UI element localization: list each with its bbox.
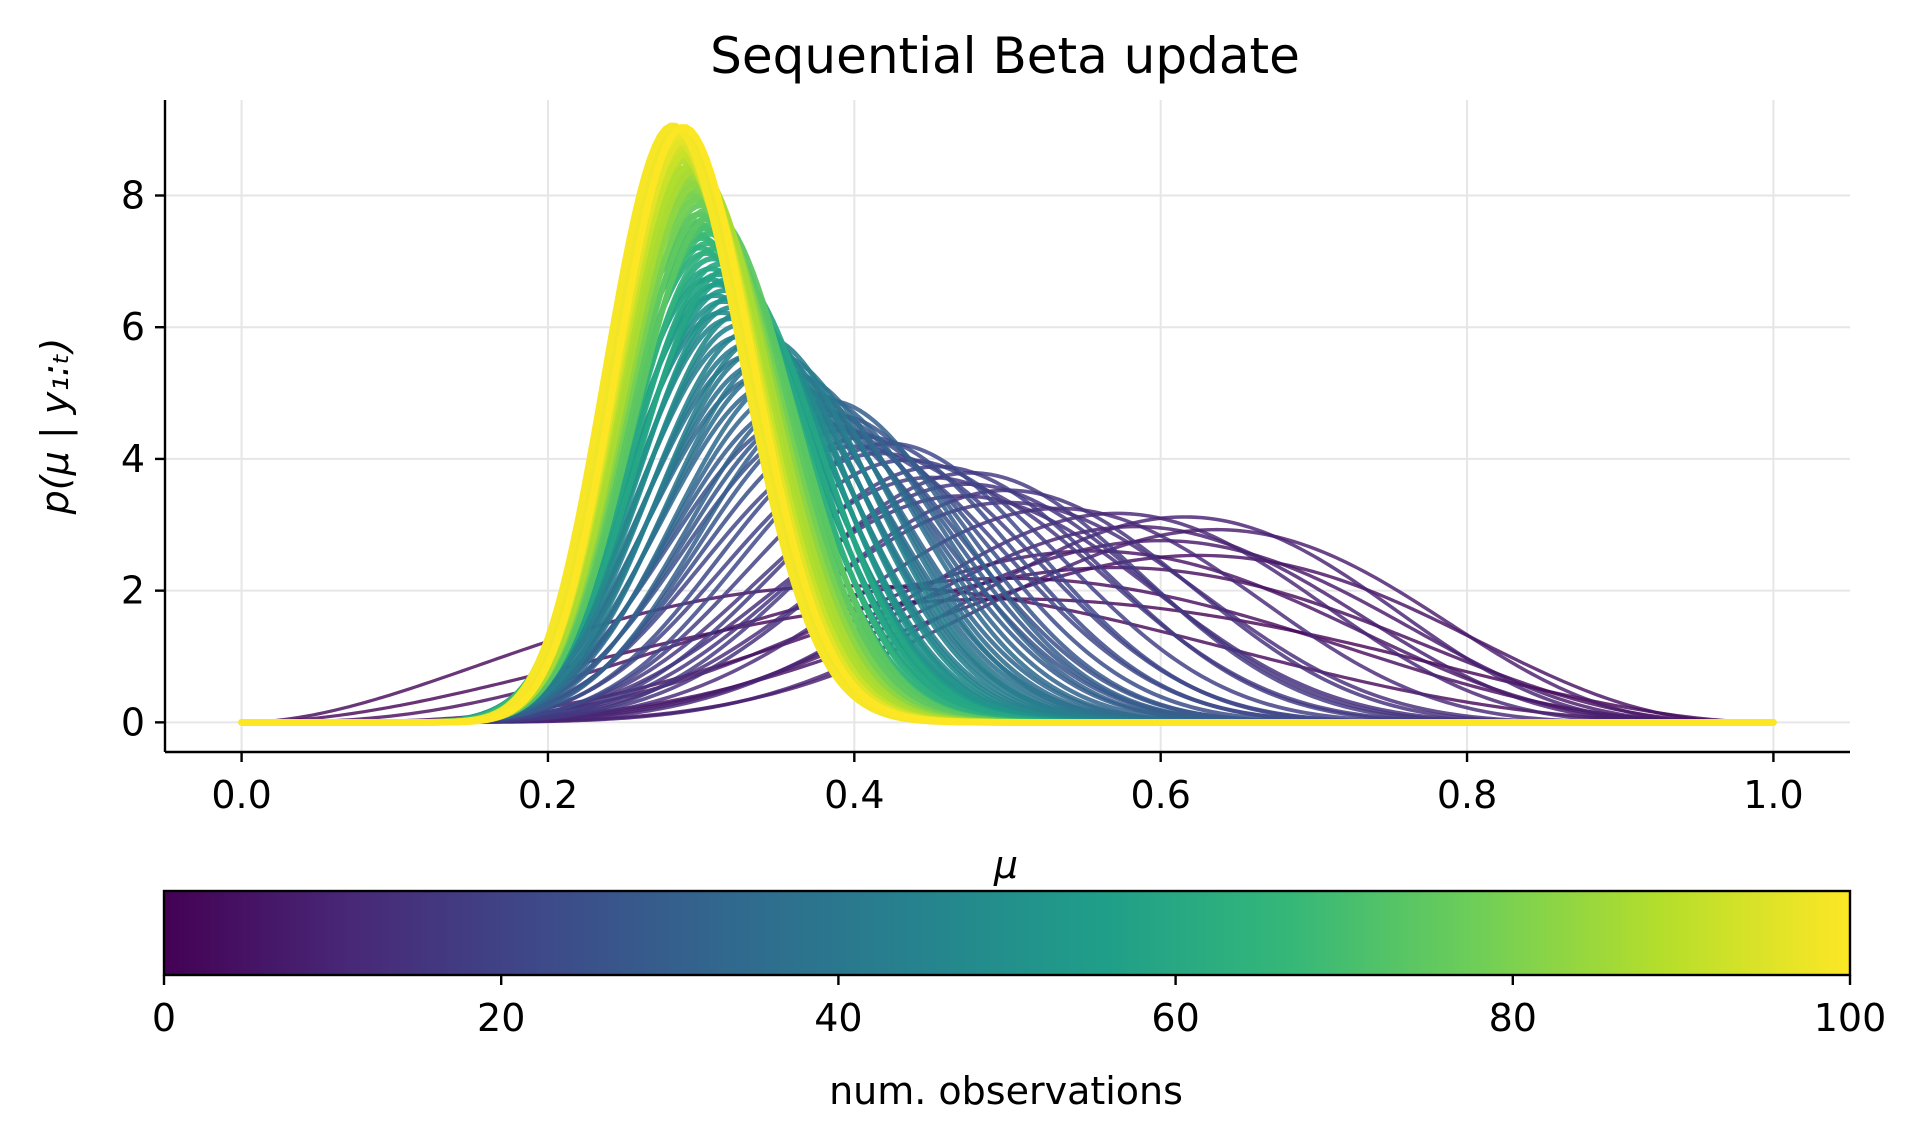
posterior-curve xyxy=(238,266,1777,725)
posterior-curve xyxy=(238,147,1777,726)
posterior-curve xyxy=(238,207,1777,726)
chart-title: Sequential Beta update xyxy=(710,27,1300,85)
density-curves xyxy=(238,122,1777,726)
colorbar-label: num. observations xyxy=(829,1069,1183,1113)
posterior-curve xyxy=(238,124,1777,726)
posterior-curve xyxy=(238,266,1777,725)
gridlines xyxy=(165,100,1850,752)
y-tick-label: 6 xyxy=(121,305,145,349)
colorbar-tick-label: 80 xyxy=(1489,996,1537,1040)
y-axis-label: p(μ | y₁:ₜ) xyxy=(33,338,78,516)
x-tick-label: 0.8 xyxy=(1437,773,1497,817)
posterior-curve xyxy=(238,139,1777,726)
y-tick-label: 4 xyxy=(121,437,145,481)
y-tick-label: 2 xyxy=(121,569,145,613)
x-tick-label: 0.2 xyxy=(518,773,578,817)
posterior-curve xyxy=(238,202,1777,726)
x-tick-label: 0.0 xyxy=(211,773,271,817)
colorbar-tick-label: 40 xyxy=(814,996,862,1040)
colorbar-ticks: 0 20 40 60 80 100 xyxy=(152,975,1886,1040)
colorbar-tick-label: 100 xyxy=(1814,996,1887,1040)
colorbar-tick-label: 20 xyxy=(477,996,525,1040)
colorbar-tick-label: 0 xyxy=(152,996,176,1040)
posterior-curve xyxy=(238,131,1777,726)
y-tick-label: 0 xyxy=(121,700,145,744)
posterior-curve xyxy=(238,197,1777,726)
posterior-curve xyxy=(238,136,1777,726)
posterior-curve xyxy=(238,149,1777,726)
y-ticks: 0 2 4 6 8 xyxy=(121,173,165,744)
axes xyxy=(163,100,1850,754)
posterior-curve xyxy=(238,134,1777,726)
x-tick-label: 0.6 xyxy=(1130,773,1190,817)
colorbar: 0 20 40 60 80 100 num. observations xyxy=(152,889,1886,1113)
x-tick-label: 1.0 xyxy=(1743,773,1803,817)
colorbar-gradient xyxy=(162,889,1852,977)
posterior-curve xyxy=(238,127,1777,726)
posterior-curve xyxy=(238,261,1777,726)
colorbar-tick-label: 60 xyxy=(1151,996,1199,1040)
x-tick-label: 0.4 xyxy=(824,773,884,817)
posterior-curve xyxy=(238,211,1777,726)
posterior-curve xyxy=(238,212,1777,726)
y-tick-label: 8 xyxy=(121,173,145,217)
x-axis-label: μ xyxy=(993,843,1018,887)
posterior-curve xyxy=(238,144,1777,726)
x-ticks: 0.0 0.2 0.4 0.6 0.8 1.0 xyxy=(211,752,1804,817)
